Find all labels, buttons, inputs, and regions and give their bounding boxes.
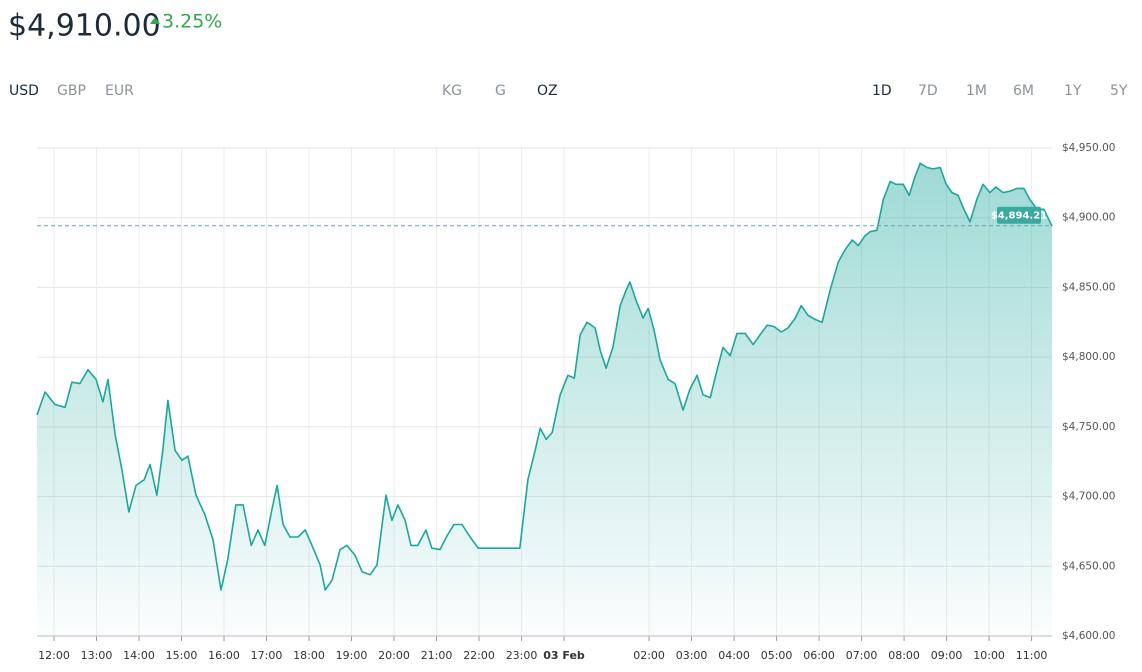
price: $4,910.00 bbox=[8, 9, 161, 44]
tab[interactable]: 7D bbox=[918, 83, 938, 99]
x-tick-label: 09:00 bbox=[931, 649, 963, 662]
x-tick-label: 17:00 bbox=[251, 649, 283, 662]
tab[interactable]: 1M bbox=[966, 83, 987, 99]
x-tick-label: 14:00 bbox=[123, 649, 155, 662]
y-tick-label: $4,600.00 bbox=[1062, 630, 1115, 642]
x-tick-label: 03:00 bbox=[676, 649, 708, 662]
tab[interactable]: USD bbox=[9, 83, 39, 99]
tab[interactable]: 1D bbox=[872, 83, 892, 99]
y-tick-label: $4,700.00 bbox=[1062, 491, 1115, 503]
tab[interactable]: GBP bbox=[57, 83, 86, 99]
x-tick-label: 15:00 bbox=[166, 649, 198, 662]
tabs: USD GBP EUR KG G OZ 1D 7D 1M 6M 1Y 5Y bbox=[9, 83, 1128, 99]
y-tick-label: $4,800.00 bbox=[1062, 351, 1115, 363]
x-tick-label: 07:00 bbox=[846, 649, 878, 662]
x-tick-label: 10:00 bbox=[973, 649, 1005, 662]
x-tick-label: 12:00 bbox=[38, 649, 70, 662]
x-tick-label: 11:00 bbox=[1016, 649, 1048, 662]
x-tick-label: 22:00 bbox=[463, 649, 495, 662]
x-tick-label: 23:00 bbox=[506, 649, 538, 662]
x-tick-label: 16:00 bbox=[208, 649, 240, 662]
y-tick-label: $4,950.00 bbox=[1062, 142, 1115, 154]
chart-area: $4,600.00 $4,650.00 $4,700.00 $4,750.00 $4,8… bbox=[36, 142, 1115, 662]
x-tick-label: 21:00 bbox=[421, 649, 453, 662]
tab[interactable]: OZ bbox=[537, 83, 558, 99]
tab[interactable]: 6M bbox=[1013, 83, 1034, 99]
tab[interactable]: 1Y bbox=[1064, 83, 1082, 99]
tab[interactable]: 5Y bbox=[1110, 83, 1128, 99]
x-tick-label: 02:00 bbox=[633, 649, 665, 662]
tab[interactable]: G bbox=[495, 83, 506, 99]
area bbox=[37, 163, 1052, 637]
y-tick-label: $4,750.00 bbox=[1062, 421, 1115, 433]
y-tick-label: $4,900.00 bbox=[1062, 212, 1115, 224]
x-tick-label: 18:00 bbox=[293, 649, 325, 662]
current-price-label: $4,894.21 bbox=[991, 210, 1047, 221]
up-arrow bbox=[150, 17, 160, 24]
x-tick-label: 03 Feb bbox=[543, 649, 585, 662]
x-tick-label: 19:00 bbox=[336, 649, 368, 662]
change: 3.25% bbox=[162, 11, 222, 33]
x-tick-label: 06:00 bbox=[803, 649, 835, 662]
current-price-box bbox=[997, 206, 1041, 224]
y-tick-label: $4,850.00 bbox=[1062, 281, 1115, 293]
price-line bbox=[36, 162, 1053, 591]
y-tick-label: $4,650.00 bbox=[1062, 560, 1115, 572]
tab[interactable]: KG bbox=[442, 83, 462, 99]
x-tick-label: 13:00 bbox=[81, 649, 113, 662]
x-tick-label: 08:00 bbox=[888, 649, 920, 662]
x-tick-label: 05:00 bbox=[761, 649, 793, 662]
tab[interactable]: EUR bbox=[105, 83, 134, 99]
x-tick-label: 20:00 bbox=[378, 649, 410, 662]
x-tick-label: 04:00 bbox=[718, 649, 750, 662]
